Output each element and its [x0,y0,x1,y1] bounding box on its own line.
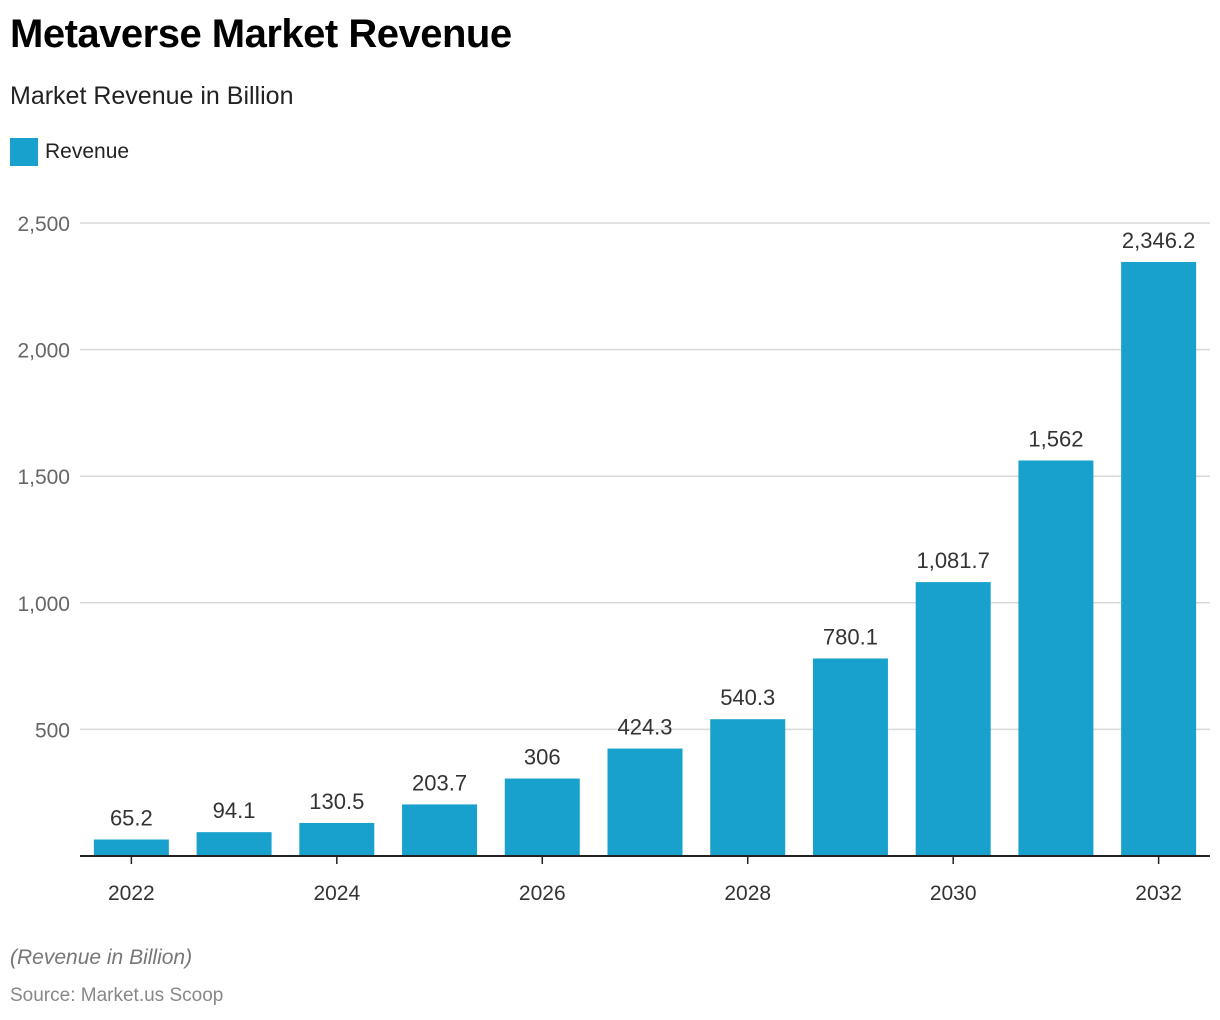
data-label: 1,081.7 [916,548,989,573]
bar [93,839,169,856]
data-label: 1,562 [1028,427,1083,452]
bar [196,832,272,856]
legend: Revenue [10,138,129,166]
x-tick-label: 2032 [1135,882,1182,905]
chart-note: (Revenue in Billion) [10,946,193,969]
x-tick-label: 2026 [519,882,566,905]
x-tick-label: 2030 [930,882,977,905]
bar [710,719,786,856]
bar [1121,261,1197,857]
y-tick-label: 2,500 [17,213,70,236]
bar [915,582,991,856]
data-label: 130.5 [309,789,364,814]
x-tick-label: 2028 [724,882,771,905]
bar [812,658,888,856]
legend-swatch [10,138,38,166]
bar [402,804,478,856]
legend-label: Revenue [45,140,130,163]
data-label: 424.3 [617,715,672,740]
y-tick-label: 1,500 [17,466,70,489]
x-tick-label: 2024 [313,882,360,905]
data-label: 780.1 [823,624,878,649]
data-label: 306 [524,745,561,770]
y-tick-label: 1,000 [17,593,70,616]
bar [1018,460,1094,856]
bar [607,748,683,856]
data-label: 2,346.2 [1122,228,1195,253]
x-tick-label: 2022 [108,882,155,905]
chart-subtitle: Market Revenue in Billion [10,82,294,110]
bar [504,778,580,856]
y-tick-label: 500 [35,719,70,742]
bar [299,822,375,856]
data-label: 65.2 [110,805,153,830]
chart-title: Metaverse Market Revenue [10,12,512,56]
data-label: 94.1 [213,798,256,823]
chart-source: Source: Market.us Scoop [10,985,224,1006]
data-label: 203.7 [412,770,467,795]
data-label: 540.3 [720,685,775,710]
y-tick-label: 2,000 [17,340,70,363]
